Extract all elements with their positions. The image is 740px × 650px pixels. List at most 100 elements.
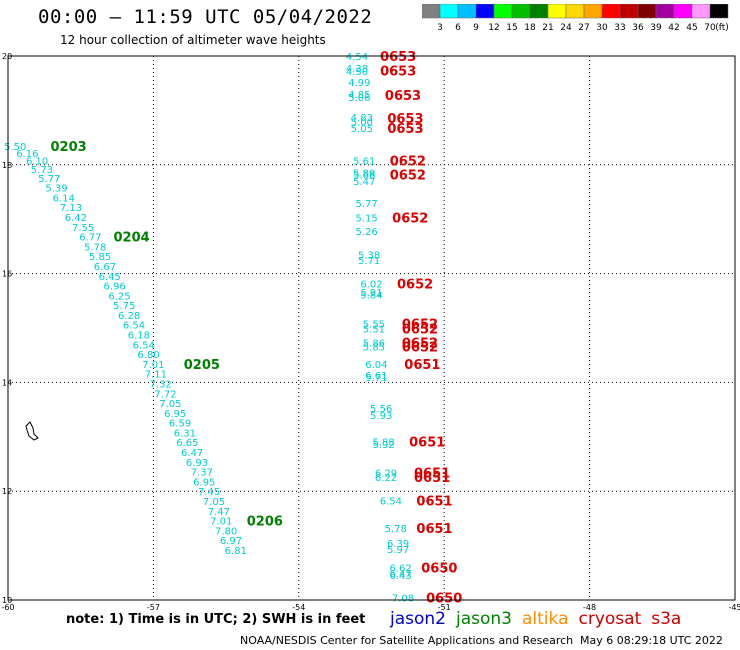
coastline-outline bbox=[25, 421, 39, 441]
wave-height-point: 5.89 bbox=[353, 168, 375, 179]
wave-height-point: 5.55 bbox=[363, 320, 385, 331]
colorbar-label: 9 bbox=[473, 23, 479, 33]
legend-item-cryosat: cryosat bbox=[578, 609, 642, 629]
wave-height-point: 5.85 bbox=[89, 252, 111, 263]
wave-height-point: 7.47 bbox=[208, 507, 230, 518]
pass-time-label: 0652 bbox=[390, 154, 426, 169]
wave-height-point: 6.95 bbox=[193, 477, 215, 488]
colorbar-label: 24 bbox=[560, 23, 572, 33]
wave-height-point: 6.77 bbox=[79, 233, 101, 244]
y-tick-label: 10 bbox=[2, 596, 12, 605]
legend-item-jason2: jason2 bbox=[390, 609, 446, 629]
pass-time-label: 0205 bbox=[184, 358, 220, 373]
y-tick-label: 16 bbox=[2, 270, 12, 279]
x-tick-label: -54 bbox=[292, 603, 305, 612]
wave-height-point: 5.88 bbox=[372, 438, 394, 449]
color-scale-bar: 3 6 9 12 15 18 21 24 27 30 33 36 39 42 45 70 (ft) bbox=[422, 4, 729, 33]
wave-height-point: 5.06 bbox=[348, 93, 370, 104]
wave-height-point: 7.32 bbox=[150, 379, 172, 390]
wave-height-point: 5.56 bbox=[370, 404, 392, 415]
colorbar-label: 3 bbox=[437, 23, 443, 33]
wave-height-point: 7.11 bbox=[145, 370, 167, 381]
wave-height-point: 6.62 bbox=[389, 563, 411, 574]
plot-frame bbox=[7, 55, 736, 601]
colorbar-label: 30 bbox=[596, 23, 608, 33]
wave-height-point: 4.83 bbox=[351, 113, 373, 124]
pass-time-label: 0651 bbox=[416, 522, 452, 537]
wave-height-point: 4.54 bbox=[346, 52, 368, 63]
wave-height-point: 5.38 bbox=[358, 251, 380, 262]
x-tick-label: -45 bbox=[728, 603, 740, 612]
pass-time-label: 0204 bbox=[113, 231, 149, 246]
pass-time-label: 0203 bbox=[50, 140, 86, 155]
wave-height-point: 7.08 bbox=[392, 593, 414, 604]
wave-height-point: 7.45 bbox=[198, 487, 220, 498]
wave-height-point: 4.85 bbox=[348, 90, 370, 101]
wave-height-point: 6.42 bbox=[65, 213, 87, 224]
wave-height-point: 5.85 bbox=[363, 342, 385, 353]
wave-height-point: 7.72 bbox=[154, 389, 176, 400]
wave-height-point: 6.97 bbox=[220, 536, 242, 547]
wave-height-point: 5.78 bbox=[84, 242, 106, 253]
y-tick-label: 20 bbox=[2, 52, 12, 61]
pass-time-label: 0653 bbox=[385, 89, 421, 104]
x-tick-label: -51 bbox=[438, 603, 451, 612]
wave-height-point: 5.97 bbox=[387, 545, 409, 556]
note-text: note: 1) Time is in UTC; 2) SWH is in fe… bbox=[66, 612, 366, 627]
legend-item-s3a: s3a bbox=[651, 609, 682, 629]
satellite-legend: jason2 jason3 altika cryosat s3a bbox=[390, 609, 691, 629]
pass-time-label: 0652 bbox=[402, 318, 438, 333]
wave-height-point: 6.04 bbox=[365, 360, 387, 371]
pass-time-label: 0652 bbox=[402, 337, 438, 352]
wave-height-point: 6.28 bbox=[118, 311, 140, 322]
pass-time-label: 0652 bbox=[402, 340, 438, 355]
wave-height-point: 6.47 bbox=[389, 569, 411, 580]
colorbar-label: 33 bbox=[614, 23, 625, 33]
wave-height-point: 7.05 bbox=[159, 399, 181, 410]
pass-time-label: 0653 bbox=[380, 65, 416, 80]
pass-time-label: 0652 bbox=[397, 277, 433, 292]
wave-height-point: 6.93 bbox=[186, 458, 208, 469]
wave-height-point: 5.47 bbox=[353, 177, 375, 188]
wave-height-point: 6.95 bbox=[164, 409, 186, 420]
wave-height-point: 5.05 bbox=[351, 124, 373, 135]
pass-time-label: 0651 bbox=[409, 436, 445, 451]
y-tick-label: 18 bbox=[2, 161, 12, 170]
pass-time-label: 0651 bbox=[416, 494, 452, 509]
wave-height-point: 6.54 bbox=[380, 496, 402, 507]
pass-time-label: 0653 bbox=[380, 50, 416, 65]
wave-height-point: 6.61 bbox=[365, 371, 387, 382]
wave-height-point: 6.54 bbox=[133, 340, 155, 351]
colorbar-unit: (ft) bbox=[715, 23, 729, 33]
wave-height-point: 6.29 bbox=[375, 469, 397, 480]
wave-height-point: 5.73 bbox=[31, 165, 53, 176]
wave-height-point: 5.84 bbox=[360, 290, 382, 301]
wave-height-point: 6.81 bbox=[225, 546, 247, 557]
colorbar-label: 39 bbox=[650, 23, 662, 33]
pass-time-label: 0650 bbox=[421, 561, 457, 576]
wave-height-point: 5.91 bbox=[360, 288, 382, 299]
wave-height-point: 5.86 bbox=[363, 339, 385, 350]
wave-height-point: 5.75 bbox=[113, 301, 135, 312]
x-tick-label: -60 bbox=[1, 603, 14, 612]
colorbar-label: 6 bbox=[455, 23, 461, 33]
wave-height-point: 5.39 bbox=[45, 184, 67, 195]
wave-height-point: 6.96 bbox=[103, 282, 125, 293]
wave-height-point: 6.54 bbox=[123, 321, 145, 332]
wave-height-point: 6.16 bbox=[16, 149, 38, 160]
wave-height-point: 7.01 bbox=[210, 517, 232, 528]
wave-height-point: 6.22 bbox=[375, 473, 397, 484]
wave-height-point: 7.55 bbox=[72, 223, 94, 234]
wave-height-point: 5.51 bbox=[363, 325, 385, 336]
wave-height-point: 5.26 bbox=[356, 227, 378, 238]
pass-time-label: 0651 bbox=[414, 467, 450, 482]
wave-height-point: 5.71 bbox=[365, 373, 387, 384]
colorbar-label: 45 bbox=[686, 23, 697, 33]
wave-height-point: 6.59 bbox=[169, 419, 191, 430]
footer-timestamp: May 6 08:29:18 UTC 2022 bbox=[580, 634, 723, 647]
y-tick-label: 12 bbox=[2, 487, 12, 496]
wave-height-point: 6.18 bbox=[128, 331, 150, 342]
wave-height-point: 6.31 bbox=[174, 428, 196, 439]
wave-height-point: 6.14 bbox=[53, 193, 75, 204]
